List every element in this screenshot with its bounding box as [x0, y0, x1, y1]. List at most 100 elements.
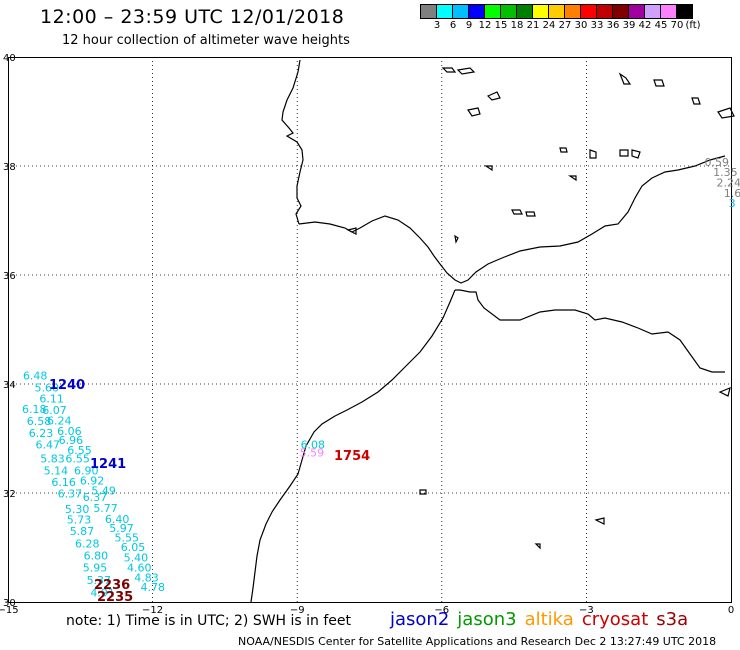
swh-value: 5.95 — [83, 561, 108, 574]
swh-value: 6.06 — [57, 425, 82, 438]
swh-value: 6.07 — [42, 404, 67, 417]
swh-value: 6.55 — [65, 452, 90, 465]
latitude-tick-label: 36 — [3, 271, 16, 282]
color-scale-label: 18 — [510, 20, 524, 31]
wave-height-color-scale — [420, 4, 693, 19]
swh-value: 5.60 — [35, 382, 60, 395]
latitude-tick-label: 40 — [3, 53, 16, 64]
island — [589, 149, 597, 159]
island — [441, 67, 457, 73]
pass-time-label: 1240 — [49, 378, 85, 393]
swh-value: 5.83 — [40, 452, 65, 465]
pass-time-label: 2235 — [97, 590, 133, 605]
swh-value: 6.55 — [67, 444, 92, 457]
island — [691, 97, 701, 105]
island — [419, 489, 427, 495]
color-scale-label: 39 — [622, 20, 636, 31]
swh-value: 3 — [729, 197, 736, 210]
longitude-tick-label: −15 — [0, 605, 19, 616]
color-scale-label: 33 — [590, 20, 604, 31]
morocco-atlantic-coastline — [250, 289, 456, 603]
swh-value: 6.11 — [39, 393, 64, 406]
swh-value: 5.87 — [70, 525, 95, 538]
longitude-tick-label: −3 — [579, 605, 594, 616]
color-scale-label: 24 — [542, 20, 556, 31]
axis-labels: −15 −12 −9 −6 −3 0 40 38 36 34 32 30 — [0, 53, 734, 616]
coastline — [250, 59, 735, 603]
color-scale-label: 27 — [558, 20, 572, 31]
color-scale-label: 30 — [574, 20, 588, 31]
island — [718, 387, 731, 397]
swh-value: 6.96 — [59, 434, 84, 447]
longitude-tick-label: 0 — [728, 605, 734, 616]
color-scale-label: 36 — [606, 20, 620, 31]
swh-value: 6.24 — [47, 414, 72, 427]
island — [486, 91, 501, 101]
color-scale-label: 3 — [433, 20, 441, 31]
swh-value: 0.59 — [704, 156, 729, 169]
swh-value: 6.47 — [35, 438, 60, 451]
island — [511, 209, 523, 215]
swh-value: 4.78 — [141, 581, 166, 594]
color-swatch — [676, 4, 693, 19]
island — [454, 234, 459, 244]
island — [619, 149, 629, 157]
island — [559, 147, 568, 153]
swh-value: 5.14 — [44, 464, 69, 477]
swh-value: 6.80 — [84, 549, 109, 562]
color-scale-label: 6 — [449, 20, 457, 31]
color-scale-label: 21 — [526, 20, 540, 31]
island — [467, 107, 481, 117]
swh-value: 4.83 — [134, 571, 159, 584]
color-scale-label: 45 — [654, 20, 668, 31]
longitude-tick-label: −9 — [290, 605, 305, 616]
map-title: 12:00 – 23:59 UTC 12/01/2018 — [40, 6, 345, 28]
island — [618, 72, 632, 85]
island — [484, 165, 493, 172]
swh-value: 5.37 — [87, 574, 112, 587]
swh-value: 5.97 — [109, 522, 134, 535]
swh-value: 6.16 — [51, 476, 76, 489]
island — [631, 149, 641, 159]
longitude-tick-label: −12 — [142, 605, 163, 616]
island — [456, 67, 476, 75]
swh-value: 6.40 — [105, 513, 129, 526]
island — [653, 79, 665, 87]
north-africa-coastline — [455, 289, 725, 373]
longitude-tick-label: −6 — [434, 605, 449, 616]
satellite-legend-item: s3a — [656, 609, 689, 630]
color-scale-label: 15 — [494, 20, 508, 31]
latitude-tick-label: 38 — [3, 162, 16, 173]
swh-value: 5.59 — [300, 446, 325, 459]
map-subtitle: 12 hour collection of altimeter wave hei… — [62, 33, 350, 48]
color-scale-label: 12 — [478, 20, 492, 31]
satellite-legend-item: jason2 — [390, 609, 450, 630]
latitude-tick-label: 32 — [3, 489, 16, 500]
swh-value: 6.08 — [301, 438, 326, 451]
swh-value: 6.37 — [83, 491, 108, 504]
swh-value: 6.05 — [121, 541, 145, 554]
graticule — [8, 57, 731, 602]
pass-time-label: 1241 — [90, 457, 126, 472]
island — [525, 211, 536, 217]
iberia-south-coastline — [298, 155, 726, 284]
swh-value: 6.28 — [75, 538, 100, 551]
color-scale-label: 42 — [638, 20, 652, 31]
satellite-legend: jason2 jason3 altika cryosat s3a — [390, 609, 696, 630]
units-note: note: 1) Time is in UTC; 2) SWH is in fe… — [66, 613, 352, 629]
color-scale-label: (ft) — [685, 20, 701, 31]
island — [594, 517, 605, 525]
island — [534, 543, 541, 550]
color-scale-label: 9 — [465, 20, 473, 31]
pass-time-label: 2236 — [94, 578, 130, 593]
latitude-tick-label: 34 — [3, 380, 16, 391]
swh-value: 1.35 — [713, 166, 738, 179]
latitude-tick-label: 30 — [3, 598, 16, 609]
swh-value: 6.18 — [22, 403, 47, 416]
satellite-legend-item: jason3 — [457, 609, 517, 630]
swh-value: 5.40 — [124, 552, 148, 565]
color-scale-label: 70 — [670, 20, 684, 31]
swh-value: 5.55 — [115, 532, 140, 545]
swh-value: 6.23 — [29, 427, 53, 440]
